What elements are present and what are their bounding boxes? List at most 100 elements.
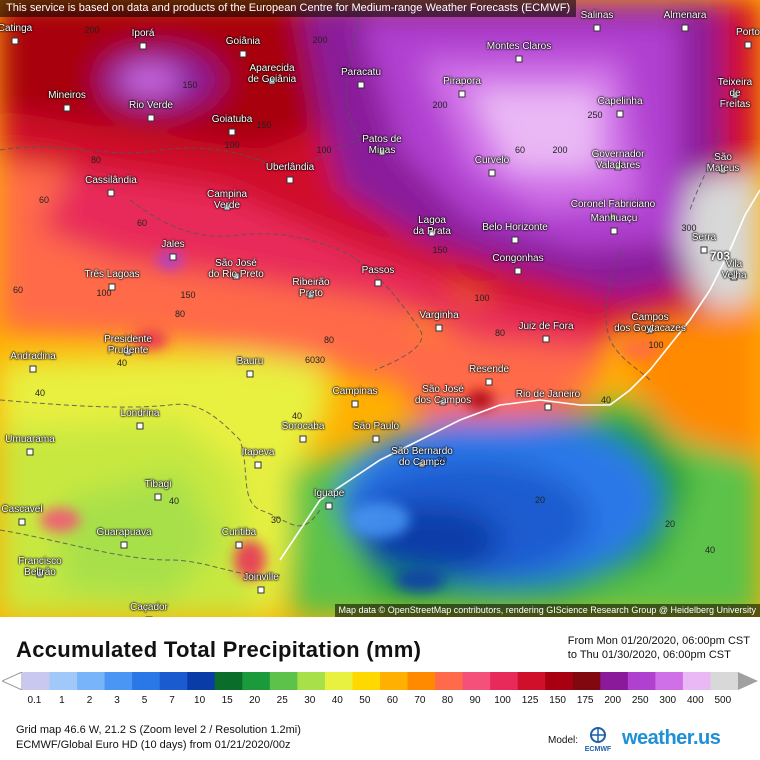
contour-label: 20	[664, 519, 676, 529]
contour-label: 150	[432, 245, 448, 255]
ecmwf-logo-text: ECMWF	[585, 746, 612, 753]
city-marker	[36, 570, 44, 578]
contour-label: 200	[84, 25, 100, 35]
city-label: Guarapuava	[96, 527, 152, 538]
scale-tick-label: 500	[714, 695, 732, 706]
scale-bin-3	[104, 672, 133, 690]
city-label: Vila Velha	[721, 259, 747, 281]
scale-bin-90	[462, 672, 491, 690]
city-label: Curitiba	[221, 527, 257, 538]
city-marker	[268, 77, 276, 85]
city-marker	[169, 253, 177, 261]
scale-tick-label: 30	[304, 695, 316, 706]
city-marker	[223, 203, 231, 211]
city-marker	[239, 50, 247, 58]
contour-label: 150	[256, 120, 272, 130]
city-label: Cassilândia	[85, 175, 137, 186]
contour-label: 40	[704, 545, 716, 555]
city-label: Salinas	[580, 10, 614, 21]
city-marker	[485, 378, 493, 386]
scale-tick-label: 5	[141, 695, 148, 706]
city-marker	[681, 24, 689, 32]
city-marker	[439, 398, 447, 406]
city-label: Sorocaba	[281, 421, 325, 432]
scale-bin-500	[710, 672, 739, 690]
contour-label: 40	[600, 395, 612, 405]
city-label: Itapeva	[241, 447, 275, 458]
city-marker	[609, 213, 617, 221]
model-label: Model:	[548, 735, 579, 746]
city-label: Uberlândia	[265, 162, 315, 173]
contour-label: 20	[534, 495, 546, 505]
city-label: Goiânia	[225, 36, 261, 47]
city-marker	[246, 370, 254, 378]
city-marker	[435, 324, 443, 332]
contour-label: 80	[323, 335, 335, 345]
scale-bin-175	[572, 672, 601, 690]
contour-label: 40	[34, 388, 46, 398]
city-label: Aparecida de Goiânia	[247, 63, 297, 85]
city-label: Joinville	[243, 572, 279, 583]
scale-tick-label: 125	[521, 695, 539, 706]
weather-us-logo[interactable]: weather.us	[622, 727, 721, 749]
city-label: Catinga	[0, 23, 33, 34]
city-label: Capelinha	[597, 96, 643, 107]
contour-label: 80	[494, 328, 506, 338]
city-marker	[418, 460, 426, 468]
city-label: Francisco Beltrão	[18, 556, 62, 578]
city-label: Campina Verde	[206, 189, 248, 211]
city-marker	[488, 169, 496, 177]
city-marker	[235, 541, 243, 549]
city-label: Juiz de Fora	[518, 321, 574, 332]
scale-tick-label: 300	[659, 695, 677, 706]
city-label: Lagoa da Prata	[413, 215, 451, 237]
city-label: Campos dos Goytacazes	[614, 312, 686, 334]
city-marker	[145, 616, 153, 617]
scale-bin-150	[545, 672, 574, 690]
city-marker	[136, 422, 144, 430]
map-title: Accumulated Total Precipitation (mm)	[16, 637, 422, 662]
scale-tick-label: 100	[494, 695, 511, 706]
city-label: São Mateus	[706, 152, 740, 174]
city-label: Rio de Janeiro	[515, 389, 581, 400]
scale-bin-50	[352, 672, 381, 690]
scale-bin-125	[517, 672, 546, 690]
city-label: Coronel Fabriciano	[570, 199, 656, 210]
city-label: Congonhas	[492, 253, 544, 264]
city-marker	[374, 279, 382, 287]
city-marker	[147, 114, 155, 122]
color-scale-ticks: 0.1 1 2 3 5 7 10 15 20 25 30 40 50 60 70 80 90 100 125 150 1…	[0, 695, 760, 709]
contour-label: 100	[316, 145, 332, 155]
city-marker	[744, 41, 752, 49]
city-label: São Paulo	[352, 421, 400, 432]
contour-label: 200	[432, 100, 448, 110]
precipitation-field	[0, 0, 760, 617]
contour-label: 80	[174, 309, 186, 319]
city-label: Caçador	[130, 602, 168, 613]
city-marker	[719, 166, 727, 174]
city-label: Mineiros	[48, 90, 86, 101]
forecast-range: From Mon 01/20/2020, 06:00pm CST to Thu …	[568, 634, 750, 662]
city-marker	[515, 55, 523, 63]
precipitation-map[interactable]: This service is based on data and produc…	[0, 0, 760, 617]
city-marker	[646, 326, 654, 334]
city-marker	[11, 37, 19, 45]
scale-tick-label: 3	[114, 695, 120, 706]
city-label: Manhuaçu	[590, 213, 638, 224]
city-label: Iporá	[131, 28, 155, 39]
scale-bin-80	[435, 672, 464, 690]
city-label: Porto	[736, 27, 760, 38]
contour-label: 300	[681, 223, 697, 233]
city-marker	[307, 291, 315, 299]
scale-bin-40	[324, 672, 353, 690]
city-label: Iguape	[313, 488, 345, 499]
scale-min-arrow	[2, 672, 23, 690]
contour-label: 60	[304, 355, 316, 365]
max-value-marker: 703	[709, 249, 731, 263]
city-label: Ribeirão Preto	[292, 277, 330, 299]
contour-label: 100	[224, 140, 240, 150]
scale-bin-100	[490, 672, 519, 690]
contour-label: 200	[552, 145, 568, 155]
scale-tick-label: 150	[549, 695, 566, 706]
city-label: Curvelo	[474, 155, 510, 166]
